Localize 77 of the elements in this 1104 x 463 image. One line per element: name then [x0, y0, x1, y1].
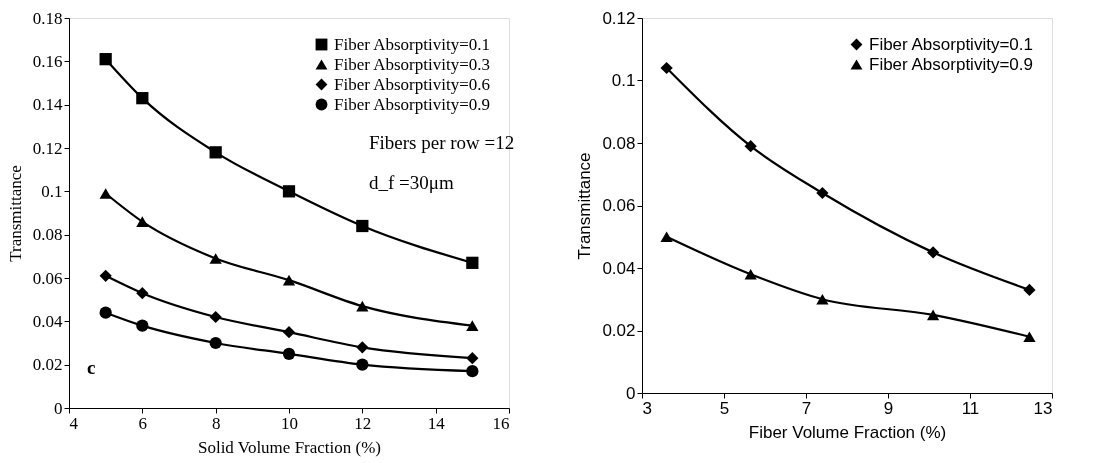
annotation: c	[87, 357, 96, 378]
x-tick-label: 13	[1033, 398, 1053, 418]
point	[356, 341, 369, 354]
legend-label: Fiber Absorptivity=0.1	[869, 34, 1033, 54]
y-tick-label: 0.02	[602, 321, 636, 340]
x-tick-label: 9	[883, 398, 894, 418]
point	[744, 268, 757, 280]
point	[136, 319, 149, 332]
point	[99, 269, 112, 282]
legend-label: Fiber Absorptivity=0.3	[334, 54, 490, 74]
point	[926, 309, 940, 321]
point	[466, 352, 479, 365]
x-tick-label: 10	[281, 413, 298, 433]
point	[209, 336, 222, 350]
y-tick-label: 0.04	[32, 311, 63, 331]
x-tick-label: 8	[211, 413, 221, 433]
legend-label: Fiber Absorptivity=0.6	[334, 74, 490, 94]
point	[209, 310, 222, 324]
point	[356, 300, 369, 312]
point	[209, 253, 222, 264]
x-tick-label: 14	[427, 413, 446, 433]
x-tick-label: 5	[719, 398, 730, 418]
x-axis-title: Solid Volume Fraction (%)	[197, 437, 382, 457]
point	[744, 140, 757, 153]
y-axis-title: Transmittance	[5, 165, 25, 262]
y-tick-label: 0.04	[602, 258, 636, 278]
point	[282, 326, 296, 339]
y-tick-label: 0.06	[602, 196, 636, 215]
point	[282, 185, 296, 198]
point	[282, 347, 296, 360]
x-tick-label: 7	[801, 398, 812, 418]
x-tick-label: 16	[492, 413, 510, 433]
point	[99, 306, 112, 319]
point	[466, 320, 479, 331]
x-tick-label: 11	[961, 398, 980, 418]
point	[816, 186, 829, 200]
point	[99, 188, 112, 199]
y-tick-label: 0.12	[602, 8, 636, 28]
point	[1023, 283, 1036, 296]
y-tick-label: 0.16	[32, 51, 63, 71]
point	[136, 216, 149, 227]
legend-label: Fiber Absorptivity=0.9	[869, 54, 1033, 74]
x-tick-label: 12	[354, 413, 372, 433]
point	[356, 219, 369, 233]
y-tick-label: 0.12	[32, 138, 63, 158]
y-tick-label: 0.1	[611, 71, 636, 90]
point	[660, 231, 673, 243]
legend-label: Fiber Absorptivity=0.1	[334, 34, 490, 54]
annotation: Fibers per row =12	[369, 132, 515, 153]
y-tick-label: 0.1	[41, 181, 63, 201]
point	[816, 293, 829, 305]
point	[660, 61, 673, 75]
point	[136, 92, 149, 105]
x-axis-title: Fiber Volume Fraction (%)	[748, 422, 947, 442]
point	[99, 53, 112, 66]
point	[136, 287, 149, 300]
point	[466, 256, 479, 269]
point	[209, 146, 222, 159]
y-tick-label: 0.02	[32, 355, 63, 375]
y-tick-label: 0.06	[32, 268, 63, 288]
x-tick-label: 4	[69, 413, 79, 433]
legend-label: Fiber Absorptivity=0.9	[334, 94, 490, 114]
x-tick-label: 3	[642, 398, 652, 418]
y-axis-title: Transmittance	[575, 152, 595, 260]
point	[356, 358, 369, 371]
y-tick-label: 0.14	[32, 95, 63, 115]
annotation: d_f =30μm	[369, 172, 454, 193]
y-tick-label: 0.18	[32, 8, 63, 28]
point	[1023, 331, 1036, 343]
y-tick-label: 0.08	[32, 225, 63, 245]
point	[282, 274, 296, 286]
x-tick-label: 6	[138, 413, 148, 433]
point	[466, 365, 479, 378]
point	[926, 246, 940, 259]
y-tick-label: 0	[626, 383, 636, 403]
y-tick-label: 0.08	[602, 133, 636, 153]
y-tick-label: 0	[54, 398, 63, 418]
